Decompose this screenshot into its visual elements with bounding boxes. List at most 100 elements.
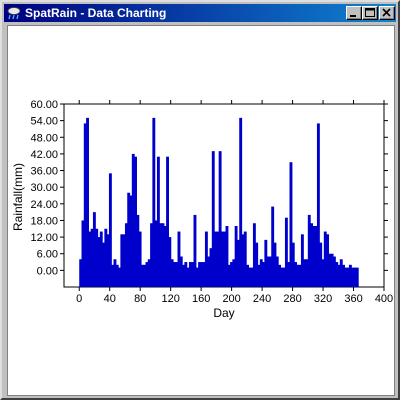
- bar: [188, 262, 192, 287]
- x-axis-label: Day: [213, 306, 234, 320]
- bar: [330, 253, 334, 287]
- bar: [225, 226, 229, 287]
- bar: [307, 214, 311, 287]
- bar: [170, 259, 174, 287]
- y-tick-label: 18.00: [30, 215, 58, 227]
- bar: [152, 117, 156, 287]
- bar: [335, 262, 339, 287]
- bar: [266, 256, 270, 287]
- bar: [323, 231, 327, 287]
- bar: [211, 151, 215, 287]
- bar: [124, 223, 128, 287]
- maximize-icon: [365, 8, 375, 17]
- bar: [204, 231, 208, 287]
- minimize-icon: [350, 15, 356, 17]
- bar: [298, 264, 302, 287]
- bar: [346, 267, 350, 287]
- bar: [248, 267, 252, 287]
- bar: [207, 256, 211, 287]
- bar: [282, 267, 286, 287]
- y-axis-label: Rainfall(mm): [11, 163, 25, 231]
- cloud-rain-icon: [7, 7, 21, 20]
- bar: [246, 264, 249, 287]
- x-tick-label: 400: [375, 293, 393, 305]
- bar: [255, 242, 259, 287]
- bar: [252, 223, 256, 287]
- bar: [294, 262, 297, 287]
- close-button[interactable]: [379, 6, 395, 20]
- x-tick-label: 360: [344, 293, 362, 305]
- close-icon: [382, 8, 391, 17]
- x-tick-label: 80: [134, 293, 146, 305]
- bar: [239, 117, 243, 287]
- bar: [243, 231, 247, 287]
- y-tick-label: 24.00: [30, 199, 58, 211]
- bar: [79, 259, 83, 287]
- window-title: SpatRain - Data Charting: [25, 6, 167, 20]
- bar: [88, 231, 92, 287]
- bar: [339, 259, 343, 287]
- bar: [287, 262, 291, 287]
- rainfall-bar-chart: 0 40 80 120 160 200 240 280 320 360 400 0.00 6.00 12…: [11, 99, 393, 320]
- bar: [129, 195, 133, 287]
- bar: [312, 226, 316, 287]
- bar: [156, 156, 160, 287]
- maximize-button[interactable]: [362, 6, 378, 20]
- y-tick-label: 30.00: [30, 182, 58, 194]
- bar: [168, 237, 172, 287]
- bar: [227, 264, 231, 287]
- bar: [104, 228, 108, 287]
- bar: [186, 267, 190, 287]
- bar: [147, 259, 151, 287]
- bar: [131, 153, 135, 287]
- x-tick-label: 240: [253, 293, 271, 305]
- bar: [143, 264, 147, 287]
- bar: [200, 262, 204, 287]
- bar: [81, 220, 85, 287]
- bar: [120, 234, 124, 287]
- bar: [232, 259, 236, 287]
- bar: [353, 267, 357, 287]
- bar: [262, 262, 265, 287]
- bar: [140, 264, 144, 287]
- bar: [259, 259, 263, 287]
- bar: [316, 123, 320, 287]
- bar: [179, 256, 183, 287]
- bar: [355, 267, 359, 287]
- x-axis-ticks: 0 40 80 120 160 200 240 280 320 360 400: [76, 100, 393, 305]
- bar: [163, 226, 167, 287]
- y-tick-label: 48.00: [30, 132, 58, 144]
- bar: [108, 173, 112, 287]
- bar: [195, 267, 199, 287]
- bar: [161, 223, 165, 287]
- bar: [275, 256, 279, 287]
- bar: [97, 237, 101, 287]
- bar: [241, 234, 245, 287]
- bar: [83, 123, 87, 287]
- bar: [284, 217, 288, 287]
- bar: [310, 223, 313, 287]
- bar: [136, 214, 140, 287]
- y-tick-label: 12.00: [30, 232, 58, 244]
- bar: [342, 264, 345, 287]
- bar: [300, 234, 304, 287]
- bar: [236, 239, 240, 287]
- bar: [303, 259, 307, 287]
- title-bar[interactable]: SpatRain - Data Charting: [4, 4, 396, 22]
- chart-area: 0 40 80 120 160 200 240 280 320 360 400 0.00 6.00 12…: [7, 25, 395, 396]
- bar-group: [79, 117, 359, 287]
- bar: [230, 262, 233, 287]
- bar: [321, 259, 325, 287]
- bar: [177, 231, 181, 287]
- bar: [102, 242, 105, 287]
- bar: [271, 206, 275, 287]
- bar: [273, 242, 277, 287]
- bar: [115, 264, 119, 287]
- bar: [305, 259, 309, 287]
- bar: [218, 151, 222, 287]
- bar: [150, 223, 153, 287]
- bar: [184, 262, 188, 287]
- minimize-button[interactable]: [346, 6, 362, 20]
- x-tick-label: 120: [161, 293, 179, 305]
- bar: [291, 242, 295, 287]
